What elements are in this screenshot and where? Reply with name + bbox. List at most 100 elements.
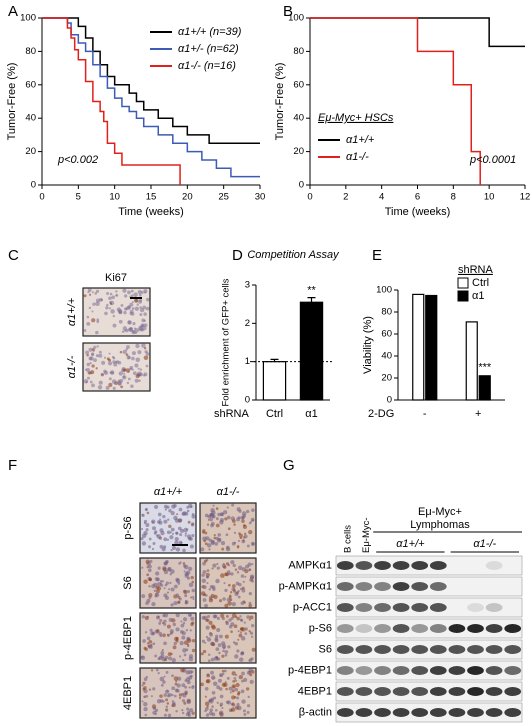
x-axis-label: Time (weeks)	[385, 206, 451, 218]
legend-swatch	[457, 277, 469, 289]
cell-nucleus	[183, 653, 187, 657]
cell-nucleus	[220, 541, 226, 546]
cell-nucleus	[173, 676, 179, 681]
blot-band	[429, 561, 447, 570]
cell-nucleus	[87, 290, 90, 294]
row-label: S6	[319, 643, 332, 655]
cell-nucleus	[247, 695, 250, 699]
cell-nucleus	[213, 594, 218, 600]
cell-nucleus	[155, 571, 160, 576]
cell-nucleus	[208, 538, 212, 542]
cell-nucleus	[146, 636, 151, 641]
blot-band	[392, 561, 410, 570]
cell-nucleus	[227, 527, 231, 531]
cell-nucleus	[152, 642, 156, 646]
cell-nucleus	[224, 572, 228, 577]
cell-nucleus	[123, 311, 127, 315]
cell-nucleus	[162, 567, 167, 572]
cell-nucleus	[221, 654, 225, 658]
cell-nucleus	[217, 643, 222, 647]
cell-nucleus	[113, 362, 118, 367]
blot-band	[467, 603, 484, 612]
blot-band	[411, 708, 429, 717]
blot-band	[467, 645, 484, 654]
cell-nucleus	[227, 570, 231, 574]
cell-nucleus	[249, 631, 254, 635]
blot-band	[448, 666, 466, 675]
cell-nucleus	[159, 618, 163, 623]
y-tick-label: 60	[293, 79, 304, 90]
cell-nucleus	[173, 694, 177, 698]
group-title: Eμ-Myc+	[418, 506, 462, 518]
cell-nucleus	[243, 532, 247, 535]
cell-nucleus	[148, 639, 153, 644]
cell-nucleus	[139, 368, 143, 371]
y-tick-label: 40	[25, 113, 36, 124]
cell-nucleus	[140, 655, 146, 661]
cell-nucleus	[144, 713, 148, 717]
cell-nucleus	[143, 346, 147, 350]
cell-nucleus	[91, 383, 95, 388]
cell-nucleus	[210, 675, 216, 680]
cell-nucleus	[134, 298, 139, 303]
cell-nucleus	[169, 629, 174, 634]
cell-nucleus	[211, 510, 216, 516]
y-tick-label: 1	[245, 356, 250, 367]
cell-nucleus	[171, 693, 174, 697]
blot-band	[392, 582, 410, 591]
cell-nucleus	[124, 294, 128, 298]
cell-nucleus	[218, 599, 223, 603]
blot-strip	[335, 618, 523, 639]
cell-nucleus	[243, 677, 248, 682]
cell-nucleus	[204, 695, 207, 698]
x-axis-label: shRNA	[214, 408, 250, 420]
cell-nucleus	[204, 701, 210, 707]
blot-band	[467, 687, 484, 696]
cell-nucleus	[210, 641, 215, 646]
cell-nucleus	[148, 593, 153, 598]
cell-nucleus	[186, 506, 189, 509]
cell-nucleus	[86, 353, 89, 357]
blot-band	[485, 708, 503, 717]
cell-nucleus	[138, 293, 142, 297]
cell-nucleus	[219, 710, 224, 715]
blot-band	[485, 687, 503, 696]
cell-nucleus	[126, 381, 130, 385]
cell-nucleus	[151, 519, 156, 524]
cell-nucleus	[143, 530, 148, 536]
cell-nucleus	[224, 653, 228, 657]
cell-nucleus	[251, 542, 255, 546]
blot-band	[355, 666, 373, 675]
cell-nucleus	[96, 318, 100, 322]
cell-nucleus	[206, 637, 212, 642]
cell-nucleus	[127, 320, 132, 325]
cell-nucleus	[177, 601, 181, 604]
cell-nucleus	[184, 534, 187, 537]
legend-swatch	[457, 290, 469, 302]
cell-nucleus	[156, 582, 162, 587]
cell-nucleus	[225, 700, 229, 704]
cell-nucleus	[239, 536, 243, 540]
cell-nucleus	[216, 701, 219, 704]
cell-nucleus	[208, 548, 211, 551]
cell-nucleus	[181, 692, 185, 696]
cell-nucleus	[148, 585, 151, 588]
cell-nucleus	[251, 563, 254, 566]
cell-nucleus	[207, 614, 211, 619]
cell-nucleus	[143, 521, 146, 525]
cell-nucleus	[166, 633, 169, 636]
cell-nucleus	[144, 507, 148, 511]
cell-nucleus	[183, 570, 186, 573]
cell-nucleus	[225, 533, 229, 537]
cell-nucleus	[206, 575, 209, 579]
blot-band	[336, 582, 354, 591]
cell-nucleus	[108, 377, 112, 381]
cell-nucleus	[216, 562, 219, 566]
cell-nucleus	[175, 613, 180, 618]
cell-nucleus	[224, 603, 229, 608]
cell-nucleus	[169, 581, 172, 585]
cell-nucleus	[207, 518, 210, 521]
cell-nucleus	[163, 613, 169, 618]
cell-nucleus	[236, 702, 240, 707]
cell-nucleus	[189, 708, 194, 713]
